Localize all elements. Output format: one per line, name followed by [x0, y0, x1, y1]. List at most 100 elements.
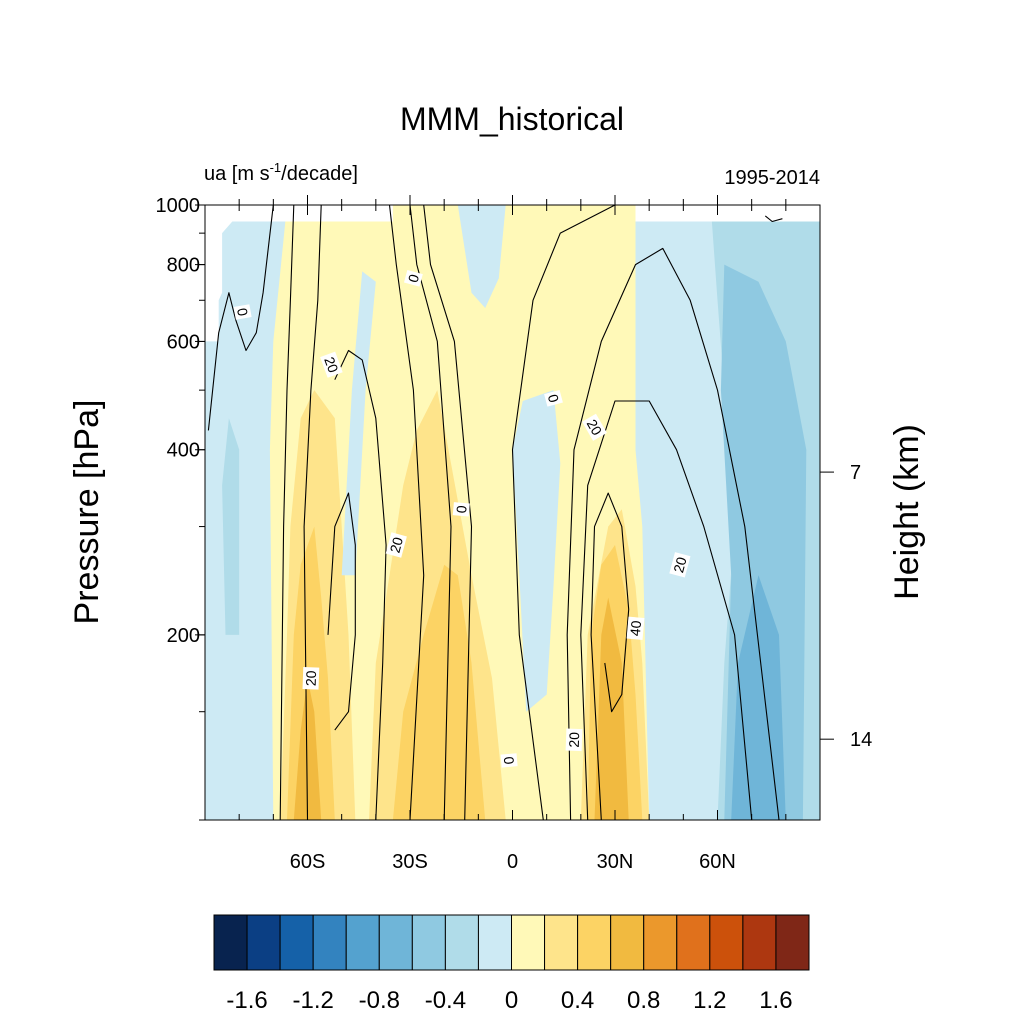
y-tick-label: 800	[167, 255, 200, 277]
colorbar-swatch-3	[312, 914, 347, 971]
contour-label-text: 0	[545, 392, 563, 404]
x-tick-label: 0	[507, 851, 518, 873]
left-label-main: ua [m s	[204, 163, 270, 185]
x-tick-label: 60S	[290, 851, 326, 873]
contour-line-3	[334, 349, 387, 820]
filled-contours	[205, 205, 820, 820]
contour-label-bg	[385, 532, 407, 558]
contour-line-10	[590, 492, 630, 820]
contour-label-text: 20	[321, 355, 341, 375]
contour-lines	[207, 205, 783, 820]
fill-region-11	[205, 205, 287, 820]
colorbar-swatch-11	[577, 914, 612, 971]
chart-title: MMM_historical	[400, 101, 624, 137]
colorbar-swatch-13	[643, 914, 678, 971]
contour-line-0	[279, 205, 295, 820]
colorbar-swatch-8	[477, 914, 513, 971]
contour-label-text: 20	[303, 670, 320, 686]
contour-label-bg	[233, 304, 252, 320]
contour-line-9	[580, 400, 753, 820]
colorbar-swatch-5	[378, 914, 413, 971]
contour-label-10: 0	[403, 269, 423, 287]
contour-line-6	[423, 205, 473, 820]
colorbar-tick-label: -1.2	[293, 987, 334, 1014]
contour-line-2	[327, 492, 356, 731]
contour-label-bg	[565, 728, 583, 752]
colorbar-swatch-0	[213, 914, 248, 971]
left-label-tail: /decade]	[281, 163, 358, 185]
fill-region-14	[341, 271, 376, 576]
contour-label-3: 0	[500, 753, 518, 768]
colorbar-swatch-4	[345, 914, 380, 971]
fill-region-16	[222, 418, 240, 635]
contour-line-1	[303, 205, 322, 820]
colorbar-tick-label: 0.4	[561, 987, 594, 1014]
contour-label-text: 20	[584, 417, 606, 439]
height-axis-label: Height (km)	[888, 424, 926, 600]
contour-label-bg	[544, 389, 563, 407]
left-label: ua [m s-1/decade]	[204, 160, 358, 185]
contour-label-0: 20	[302, 667, 320, 690]
colorbar-swatch-17	[775, 914, 810, 971]
y-tick-label: 600	[167, 331, 200, 353]
height-tick-label: 7	[850, 462, 861, 484]
y-axis-label: Pressure [hPa]	[68, 400, 106, 625]
y-tick-label: 1000	[156, 195, 201, 217]
contour-label-6: 20	[669, 552, 691, 578]
fill-region-7	[392, 564, 486, 820]
colorbar-tick-label: -0.8	[359, 987, 400, 1014]
y-tick-label: 200	[167, 625, 200, 647]
contour-line-8	[566, 247, 780, 820]
contour-label-1: 20	[385, 532, 407, 558]
contour-line-4	[388, 205, 425, 820]
colorbar-tick-label: 0.8	[627, 987, 660, 1014]
colorbar-swatch-6	[411, 914, 446, 971]
contour-label-text: 0	[453, 505, 470, 514]
y-axis: 1000 800 600 400 200	[156, 195, 205, 821]
colorbar-swatch-1	[246, 914, 281, 971]
contour-label-7: 20	[320, 351, 343, 378]
height-tick-label: 14	[850, 729, 872, 751]
contour-label-bg	[669, 552, 691, 578]
colorbar-swatch-10	[544, 914, 579, 971]
contour-label-5: 40	[626, 616, 645, 640]
colorbar-swatch-7	[444, 914, 479, 971]
contour-label-bg	[500, 753, 518, 768]
contour-labels: 20 20 0 0 20 40 20 20 20 0 0 0	[233, 269, 691, 768]
colorbar-swatch-9	[511, 914, 546, 971]
contour-label-text: 20	[670, 555, 690, 574]
contour-line-11	[207, 205, 274, 431]
missing-region-1	[635, 205, 820, 222]
fill-region-12	[512, 390, 561, 712]
contour-label-11: 0	[233, 304, 252, 320]
contour-label-bg	[302, 667, 320, 690]
missing-region-0	[205, 205, 393, 342]
colorbar-tick-label: 1.6	[759, 987, 792, 1014]
y-tick-label: 400	[167, 440, 200, 462]
contour-label-bg	[582, 413, 607, 441]
contour-line-12	[764, 215, 783, 223]
x-tick-label: 30S	[392, 851, 428, 873]
colorbar-tick-label: 0	[505, 987, 518, 1014]
contour-label-text: 0	[501, 756, 518, 765]
contour-label-bg	[452, 502, 470, 517]
contour-label-bg	[403, 269, 423, 287]
colorbar-tick-label: -0.4	[425, 987, 466, 1014]
contour-line-7	[511, 205, 616, 820]
contour-label-text: 0	[234, 307, 251, 318]
contour-label-8: 20	[582, 413, 607, 441]
colorbar: -1.6 -1.2 -0.8 -0.4 0 0.4 0.8 1.2 1.6	[213, 914, 810, 1014]
left-label-sup: -1	[270, 160, 282, 175]
colorbar-swatch-14	[676, 914, 711, 971]
x-tick-label: 60N	[699, 851, 736, 873]
contour-label-text: 40	[627, 620, 644, 637]
contour-label-2: 0	[452, 502, 470, 517]
contour-label-text: 20	[566, 732, 583, 748]
colorbar-swatch-2	[279, 914, 314, 971]
right-label: 1995-2014	[724, 167, 820, 189]
contour-label-bg	[320, 351, 343, 378]
colorbar-swatch-12	[610, 914, 645, 971]
fill-region-9	[293, 678, 322, 820]
x-tick-label: 30N	[597, 851, 634, 873]
